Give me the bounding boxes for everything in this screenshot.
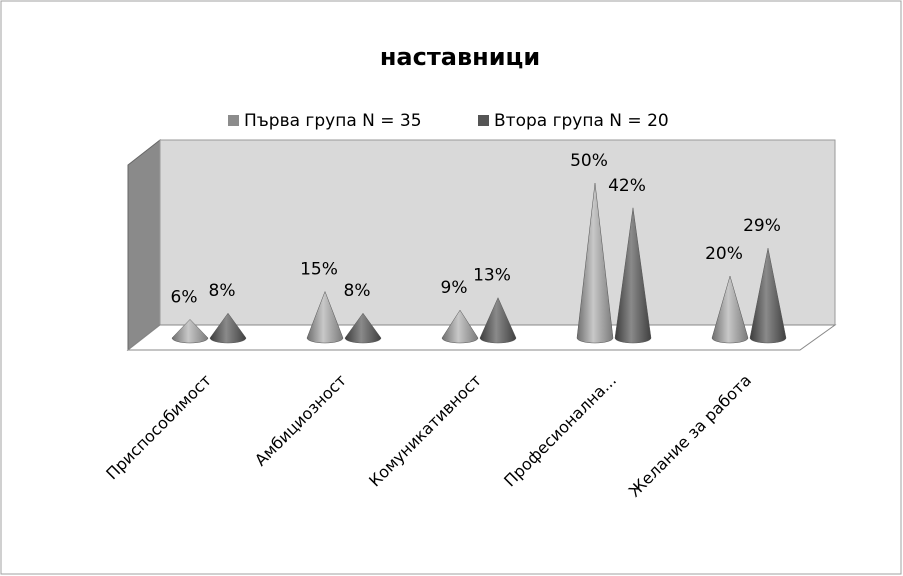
chart-title: наставници	[380, 43, 540, 71]
cone	[306, 290, 344, 344]
legend-label: Втора група N = 20	[494, 111, 669, 131]
cone	[711, 275, 749, 344]
cone	[441, 309, 479, 344]
cone	[479, 297, 517, 344]
legend-label: Първа група N = 35	[244, 111, 422, 131]
cone	[749, 248, 787, 344]
value-label: 8%	[209, 281, 236, 301]
cone	[171, 319, 209, 344]
value-label: 13%	[473, 266, 511, 286]
cone	[209, 312, 247, 344]
cone	[614, 207, 652, 344]
value-label: 50%	[570, 151, 608, 171]
legend-swatch	[228, 115, 239, 126]
value-label: 15%	[300, 260, 338, 280]
side-wall	[127, 138, 161, 352]
value-label: 8%	[344, 281, 371, 301]
value-label: 6%	[171, 287, 198, 307]
value-label: 9%	[441, 278, 468, 298]
legend-swatch	[478, 115, 489, 126]
value-label: 29%	[743, 216, 781, 236]
cone	[344, 312, 382, 344]
value-label: 20%	[705, 244, 743, 264]
value-label: 42%	[608, 176, 646, 196]
cone	[576, 182, 614, 344]
